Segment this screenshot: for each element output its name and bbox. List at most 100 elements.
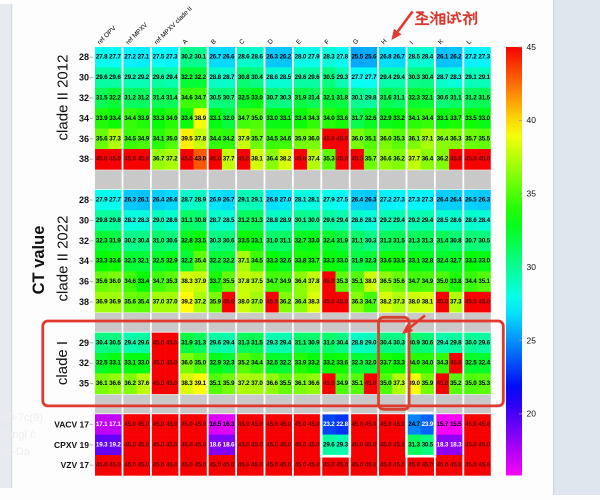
svg-text:15.7: 15.7 <box>437 421 449 428</box>
svg-text:27.7: 27.7 <box>109 197 121 204</box>
svg-text:18.3: 18.3 <box>450 441 462 448</box>
svg-text:27.7: 27.7 <box>351 74 363 81</box>
svg-text:32.8: 32.8 <box>422 258 434 265</box>
svg-text:37.3: 37.3 <box>109 135 121 142</box>
svg-text:30.4: 30.4 <box>380 339 392 346</box>
svg-text:33.0: 33.0 <box>266 115 278 122</box>
svg-text:34.4: 34.4 <box>124 115 136 122</box>
svg-text:34.4: 34.4 <box>251 360 263 367</box>
svg-text:32.3: 32.3 <box>124 258 136 265</box>
svg-text:36.0: 36.0 <box>181 360 193 367</box>
svg-text:31.3: 31.3 <box>408 441 420 448</box>
svg-text:45.0: 45.0 <box>153 360 165 367</box>
svg-text:33.1: 33.1 <box>109 360 121 367</box>
svg-text:31.5: 31.5 <box>96 95 108 102</box>
svg-text:45.0: 45.0 <box>153 462 165 469</box>
svg-text:30.4: 30.4 <box>422 74 434 81</box>
svg-text:27.2: 27.2 <box>380 197 392 204</box>
svg-text:45.0: 45.0 <box>166 360 178 367</box>
svg-text:34: 34 <box>79 113 89 123</box>
svg-text:29.4: 29.4 <box>336 217 348 224</box>
svg-text:45.0: 45.0 <box>138 462 150 469</box>
svg-text:36.6: 36.6 <box>266 380 278 387</box>
svg-text:18.3: 18.3 <box>437 441 449 448</box>
svg-text:33.7: 33.7 <box>450 115 462 122</box>
svg-text:32.9: 32.9 <box>166 258 178 265</box>
svg-text:45.0: 45.0 <box>393 462 405 469</box>
svg-text:37.9: 37.9 <box>238 135 250 142</box>
svg-text:31.2: 31.2 <box>238 217 250 224</box>
svg-text:45.0: 45.0 <box>280 441 292 448</box>
svg-text:34.0: 34.0 <box>422 360 434 367</box>
svg-text:45.0: 45.0 <box>153 339 165 346</box>
svg-text:30.8: 30.8 <box>194 217 206 224</box>
svg-text:35.0: 35.0 <box>380 380 392 387</box>
svg-text:36.4: 36.4 <box>295 299 307 306</box>
svg-text:32.6: 32.6 <box>280 258 292 265</box>
svg-text:38.9: 38.9 <box>194 115 206 122</box>
svg-text:23.9: 23.9 <box>422 421 434 428</box>
svg-text:26.1: 26.1 <box>437 54 449 61</box>
svg-text:38: 38 <box>79 297 89 307</box>
svg-text:45.0: 45.0 <box>465 299 477 306</box>
svg-text:45.0: 45.0 <box>365 441 377 448</box>
svg-text:30.3: 30.3 <box>393 339 405 346</box>
svg-text:37.1: 37.1 <box>422 135 434 142</box>
svg-text:25.6: 25.6 <box>365 54 377 61</box>
svg-text:30.1: 30.1 <box>351 95 363 102</box>
svg-text:33.4: 33.4 <box>138 278 150 285</box>
svg-text:37.8: 37.8 <box>238 278 250 285</box>
svg-text:45.0: 45.0 <box>96 156 108 163</box>
svg-text:33.8: 33.8 <box>450 278 462 285</box>
svg-text:34.7: 34.7 <box>365 299 377 306</box>
svg-text:23.2: 23.2 <box>323 421 335 428</box>
svg-text:45.0: 45.0 <box>124 441 136 448</box>
svg-text:17.1: 17.1 <box>96 421 108 428</box>
svg-text:27.1: 27.1 <box>138 54 150 61</box>
svg-text:35.3: 35.3 <box>336 278 348 285</box>
svg-text:34.9: 34.9 <box>138 135 150 142</box>
svg-text:28.6: 28.6 <box>251 54 263 61</box>
svg-text:33.2: 33.2 <box>308 360 320 367</box>
svg-text:34.7: 34.7 <box>266 278 278 285</box>
svg-text:33.1: 33.1 <box>209 115 221 122</box>
svg-text:36.9: 36.9 <box>96 299 108 306</box>
svg-text:30.5: 30.5 <box>109 339 121 346</box>
svg-text:45.0: 45.0 <box>365 380 377 387</box>
svg-text:33.9: 33.9 <box>138 115 150 122</box>
svg-text:34.3: 34.3 <box>308 115 320 122</box>
svg-text:33.0: 33.0 <box>478 258 490 265</box>
svg-text:29.4: 29.4 <box>437 339 449 346</box>
svg-text:28.8: 28.8 <box>351 339 363 346</box>
svg-text:45.0: 45.0 <box>124 462 136 469</box>
svg-text:45.0: 45.0 <box>166 339 178 346</box>
svg-text:27.5: 27.5 <box>153 54 165 61</box>
svg-text:45.0: 45.0 <box>194 421 206 428</box>
svg-text:15.5: 15.5 <box>450 421 462 428</box>
svg-text:45.0: 45.0 <box>478 462 490 469</box>
svg-text:35: 35 <box>527 189 537 199</box>
svg-text:29.4: 29.4 <box>393 74 405 81</box>
svg-text:28.5: 28.5 <box>408 54 420 61</box>
svg-text:31.5: 31.5 <box>251 339 263 346</box>
svg-text:33.6: 33.6 <box>336 115 348 122</box>
svg-text:35.0: 35.0 <box>251 115 263 122</box>
svg-text:33.6: 33.6 <box>380 258 392 265</box>
svg-text:29.6: 29.6 <box>308 74 320 81</box>
svg-text:38.3: 38.3 <box>181 278 193 285</box>
svg-text:34.5: 34.5 <box>266 135 278 142</box>
svg-text:30.3: 30.3 <box>280 95 292 102</box>
svg-text:27.3: 27.3 <box>393 197 405 204</box>
svg-text:28.3: 28.3 <box>450 74 462 81</box>
svg-text:28.7: 28.7 <box>209 217 221 224</box>
svg-text:29.6: 29.6 <box>478 339 490 346</box>
svg-text:32.2: 32.2 <box>280 360 292 367</box>
svg-text:29.6: 29.6 <box>138 339 150 346</box>
svg-text:33.1: 33.1 <box>280 115 292 122</box>
svg-text:45.0: 45.0 <box>408 462 420 469</box>
svg-text:38.2: 38.2 <box>280 156 292 163</box>
svg-text:33.5: 33.5 <box>465 115 477 122</box>
svg-text:31.9: 31.9 <box>295 95 307 102</box>
svg-text:37.8: 37.8 <box>308 278 320 285</box>
svg-text:34.2: 34.2 <box>223 135 235 142</box>
